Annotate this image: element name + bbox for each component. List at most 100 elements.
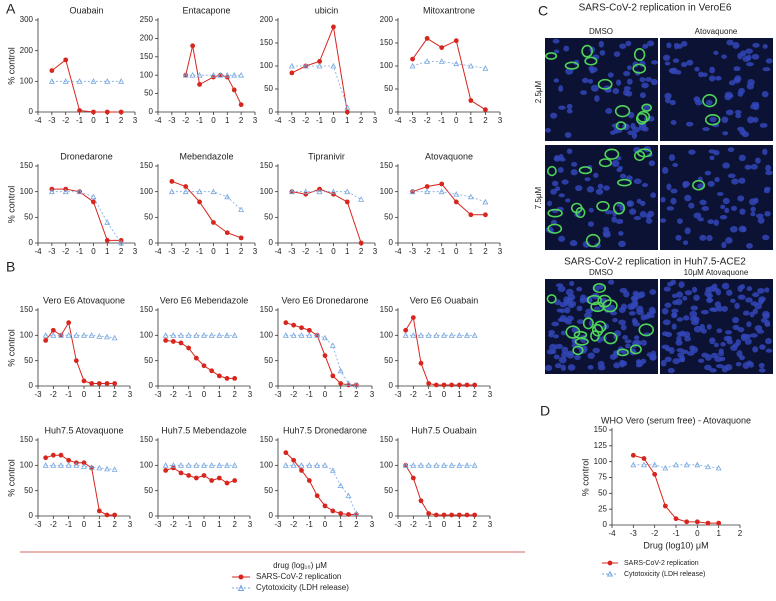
data-point — [418, 332, 424, 338]
row-label: 7.5μM — [534, 186, 543, 209]
nucleus — [681, 349, 689, 354]
data-point — [652, 471, 658, 477]
nucleus — [739, 284, 746, 290]
nucleus — [594, 95, 600, 102]
nucleus — [731, 316, 740, 324]
nucleus — [726, 39, 734, 46]
x-tick-label: 0 — [331, 116, 336, 125]
nucleus — [668, 347, 675, 355]
x-tick-label: -3 — [154, 390, 162, 399]
data-point — [112, 512, 118, 518]
data-point — [471, 332, 478, 338]
infected-cell — [545, 52, 558, 60]
x-tick-label: -3 — [168, 247, 176, 256]
data-point — [77, 108, 82, 113]
x-tick-label: 1 — [469, 116, 474, 125]
data-point — [651, 461, 658, 468]
data-point — [314, 332, 321, 338]
nucleus — [735, 339, 742, 346]
data-point — [170, 332, 177, 338]
nucleus — [672, 300, 679, 305]
y-axis-label: % control — [6, 186, 16, 224]
nucleus — [566, 148, 573, 154]
x-tick-label: 0 — [202, 520, 207, 529]
nucleus — [693, 212, 702, 219]
x-tick-label: -1 — [425, 390, 433, 399]
data-point — [464, 382, 470, 388]
data-point — [424, 188, 431, 195]
nucleus — [597, 364, 606, 371]
data-point — [344, 104, 351, 110]
data-point — [456, 332, 463, 338]
nucleus — [721, 116, 729, 124]
data-point — [464, 512, 470, 518]
series-line — [45, 321, 115, 384]
nucleus — [718, 351, 725, 357]
data-point — [641, 461, 647, 468]
x-tick-label: -1 — [306, 390, 314, 399]
nucleus — [723, 335, 731, 342]
nucleus — [728, 80, 736, 86]
x-tick-label: -2 — [182, 247, 190, 256]
data-point — [104, 78, 111, 84]
x-tick-label: 0 — [442, 520, 447, 529]
data-point — [201, 473, 207, 478]
data-point — [231, 462, 238, 468]
y-tick-label: 0 — [29, 381, 34, 390]
nucleus — [587, 221, 594, 227]
data-point — [683, 461, 690, 468]
nucleus — [639, 211, 647, 218]
series-line — [291, 25, 348, 113]
data-point — [630, 452, 636, 458]
x-tick-label: 3 — [253, 116, 258, 125]
nucleus — [764, 287, 770, 293]
nucleus — [666, 206, 675, 211]
y-tick-label: 150 — [20, 435, 34, 444]
data-point — [449, 512, 455, 518]
data-point — [425, 332, 432, 338]
nucleus — [762, 313, 770, 320]
nucleus — [756, 329, 765, 334]
nucleus — [566, 108, 573, 114]
data-point — [216, 475, 222, 481]
series-line — [412, 37, 486, 111]
data-point — [224, 462, 230, 468]
x-tick-label: -2 — [410, 390, 418, 399]
nucleus — [684, 290, 693, 296]
data-point — [196, 188, 203, 195]
data-point — [89, 381, 95, 386]
nucleus — [592, 347, 600, 354]
nucleus — [688, 149, 696, 155]
data-point — [183, 184, 189, 189]
data-point — [433, 332, 440, 338]
data-point — [705, 520, 711, 526]
nucleus — [556, 308, 563, 313]
x-tick-label: -1 — [196, 116, 204, 125]
nucleus — [715, 75, 722, 81]
y-tick-label: 0 — [389, 107, 394, 116]
x-tick-label: -1 — [196, 247, 204, 256]
x-tick-label: -1 — [425, 520, 433, 529]
x-tick-label: 2 — [483, 116, 488, 125]
data-point — [456, 462, 463, 468]
y-tick-label: 200 — [140, 34, 154, 43]
nucleus — [752, 292, 760, 298]
data-point — [684, 519, 690, 525]
infected-cell — [629, 344, 642, 355]
x-tick-label: 3 — [133, 116, 138, 125]
column-label: DMSO — [589, 268, 613, 277]
chart-title: Mitoxantrone — [423, 5, 475, 15]
nucleus — [689, 310, 698, 318]
nucleus — [676, 291, 684, 298]
x-tick-label: 3 — [373, 116, 378, 125]
nucleus — [713, 219, 719, 226]
nucleus — [680, 355, 686, 362]
data-point — [58, 462, 64, 468]
data-point — [331, 24, 336, 30]
data-point — [299, 468, 304, 473]
y-tick-label: 150 — [260, 435, 274, 444]
data-point — [104, 219, 111, 225]
nucleus — [571, 161, 578, 167]
x-tick-label: -2 — [50, 520, 58, 529]
nucleus — [713, 50, 719, 55]
